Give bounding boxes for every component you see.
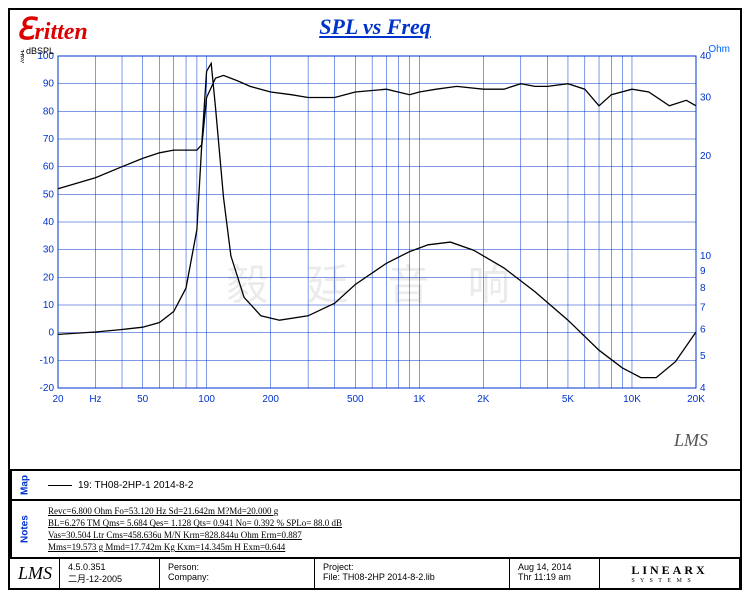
svg-text:50: 50 [137,394,149,405]
map-label: Map [10,471,38,499]
svg-text:10: 10 [43,300,55,311]
svg-text:20K: 20K [687,394,705,405]
notes-content: Revc=6.800 Ohm Fo=53.120 Hz Sd=21.642m M… [38,501,740,557]
version-date: 二月-12-2005 [68,572,151,585]
svg-text:10: 10 [700,251,712,262]
svg-text:70: 70 [43,134,55,145]
version-num: 4.5.0.351 [68,562,151,572]
svg-text:-10: -10 [40,355,55,366]
svg-text:30: 30 [43,245,55,256]
footer-version: 4.5.0.351 二月-12-2005 [60,559,160,588]
map-line: 19: TH08-2HP-1 2014-8-2 [78,480,193,491]
footer-lms: LMS [10,559,60,588]
svg-text:20: 20 [43,272,55,283]
footer-brand: LINEARX S Y S T E M S [600,559,740,588]
footer: LMS 4.5.0.351 二月-12-2005 Person: Company… [10,557,740,588]
svg-text:0: 0 [48,328,54,339]
map-content: 19: TH08-2HP-1 2014-8-2 [38,471,740,499]
notes-row: Notes Revc=6.800 Ohm Fo=53.120 Hz Sd=21.… [10,499,740,557]
title-bar: ℇritten 毅廷音响 SPL vs Freq [10,10,740,44]
map-row: Map 19: TH08-2HP-1 2014-8-2 [10,469,740,499]
chart-svg: -20 -10 0 10 20 30 40 50 60 70 80 90 100 4 5 6 7 8 9 10 20 30… [24,46,726,406]
svg-text:9: 9 [700,266,706,277]
brand-sub: S Y S T E M S [631,578,707,584]
svg-text:20: 20 [700,151,712,162]
footer-project: Project: File: TH08-2HP 2014-8-2.lib [315,559,510,588]
notes-line: Revc=6.800 Ohm Fo=53.120 Hz Sd=21.642m M… [48,505,730,517]
notes-line: Mms=19.573 g Mmd=17.742m Kg Kxm=14.345m … [48,541,730,553]
svg-text:60: 60 [43,162,55,173]
svg-text:50: 50 [43,189,55,200]
svg-text:1K: 1K [413,394,426,405]
file-line: File: TH08-2HP 2014-8-2.lib [323,572,501,582]
time-text: Thr 11:19 am [518,572,591,582]
notes-label: Notes [10,501,38,557]
logo-text: ritten [34,19,87,45]
svg-text:200: 200 [262,394,279,405]
svg-text:8: 8 [700,283,706,294]
notes-line: Vas=30.504 Ltr Cms=458.636u M/N Krm=828.… [48,529,730,541]
svg-text:5: 5 [700,351,706,362]
notes-line: BL=6.276 TM Qms= 5.684 Qes= 1.128 Qts= 0… [48,517,730,529]
company-label: Company: [168,572,306,582]
footer-date: Aug 14, 2014 Thr 11:19 am [510,559,600,588]
svg-text:-20: -20 [40,383,55,394]
right-axis-label: Ohm [708,44,730,55]
date-text: Aug 14, 2014 [518,562,591,572]
svg-text:6: 6 [700,325,706,336]
svg-text:2K: 2K [477,394,490,405]
svg-text:90: 90 [43,79,55,90]
left-axis-tag: dBSPL [26,46,54,56]
person-label: Person: [168,562,306,572]
svg-text:30: 30 [700,92,712,103]
svg-text:80: 80 [43,106,55,117]
svg-text:Hz: Hz [89,394,101,405]
lms-watermark: LMS [674,430,708,451]
chart-title: SPL vs Freq [319,14,431,39]
svg-text:4: 4 [700,383,706,394]
svg-text:20: 20 [52,394,64,405]
svg-text:5K: 5K [562,394,575,405]
chart-area: dBSPL Ohm -20-10010203040506070809010045… [24,46,726,467]
svg-text:100: 100 [198,394,215,405]
report-frame: ℇritten 毅廷音响 SPL vs Freq dBSPL Ohm -20 -1… [8,8,742,590]
project-label: Project: [323,562,501,572]
brand-text: LINEARX [631,563,707,578]
svg-text:7: 7 [700,302,706,313]
svg-text:10K: 10K [623,394,641,405]
footer-person: Person: Company: [160,559,315,588]
svg-text:40: 40 [43,217,55,228]
svg-text:500: 500 [347,394,364,405]
